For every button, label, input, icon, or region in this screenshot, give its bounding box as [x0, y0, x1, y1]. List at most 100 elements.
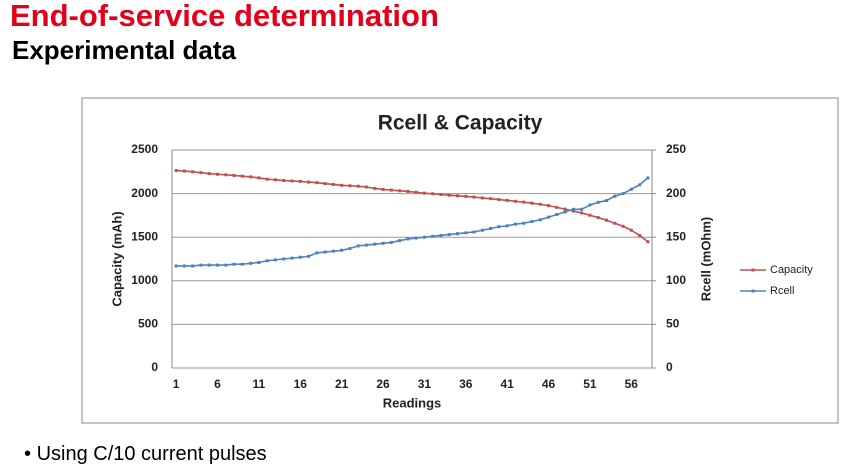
y2-tick-label: 100 — [666, 273, 686, 287]
legend-label: Rcell — [770, 285, 794, 297]
point — [364, 185, 368, 189]
point — [588, 203, 592, 207]
point — [489, 197, 493, 201]
x-tick-label: 46 — [542, 377, 556, 391]
point — [224, 263, 228, 267]
series-line — [176, 177, 649, 267]
bullet: • Using C/10 current pulses — [24, 443, 267, 465]
slide-title: End-of-service determination — [10, 0, 439, 33]
point — [356, 184, 360, 188]
x-tick-label: 11 — [253, 377, 266, 391]
point — [224, 173, 228, 177]
point — [629, 187, 633, 191]
slide-subtitle: Experimental data — [12, 35, 236, 65]
x-tick-label: 51 — [583, 377, 597, 391]
point — [638, 233, 642, 237]
point — [555, 205, 559, 209]
chart-title: Rcell & Capacity — [378, 112, 543, 135]
bullet-text: Using C/10 current pulses — [36, 443, 267, 465]
point — [439, 192, 443, 196]
point — [398, 189, 402, 193]
point — [563, 207, 567, 211]
point — [497, 198, 501, 202]
point — [389, 240, 393, 244]
point — [381, 241, 385, 245]
point — [571, 209, 575, 213]
point — [323, 250, 327, 254]
point — [381, 187, 385, 191]
point — [431, 192, 435, 196]
x-tick-label: 21 — [335, 377, 349, 391]
point — [646, 240, 650, 244]
y-axis-title: Capacity (mAh) — [109, 211, 124, 306]
point — [472, 230, 476, 234]
point — [174, 168, 178, 172]
point — [505, 224, 509, 228]
point — [216, 263, 220, 267]
point — [406, 237, 410, 241]
point — [456, 232, 460, 236]
x-tick-label: 31 — [418, 377, 432, 391]
point — [538, 218, 542, 222]
point — [257, 176, 261, 180]
point — [199, 263, 203, 267]
y-tick-label: 0 — [151, 360, 158, 374]
x-tick-label: 36 — [459, 377, 473, 391]
point — [456, 194, 460, 198]
y-tick-label: 500 — [138, 317, 158, 331]
point — [191, 170, 195, 174]
point — [273, 178, 277, 182]
point — [307, 254, 311, 258]
point — [216, 172, 220, 176]
point — [580, 207, 584, 211]
point — [199, 171, 203, 175]
point — [505, 198, 509, 202]
point — [522, 221, 526, 225]
point — [298, 255, 302, 259]
point — [182, 264, 186, 268]
point — [621, 224, 625, 228]
point — [182, 169, 186, 173]
point — [249, 175, 253, 179]
point — [489, 226, 493, 230]
point — [398, 239, 402, 243]
point — [580, 211, 584, 215]
point — [472, 195, 476, 199]
point — [431, 234, 435, 238]
point — [538, 202, 542, 206]
y2-tick-label: 50 — [666, 317, 680, 331]
point — [447, 233, 451, 237]
point — [207, 172, 211, 176]
point — [422, 191, 426, 195]
point — [356, 244, 360, 248]
point — [232, 262, 236, 266]
point — [604, 218, 608, 222]
point — [249, 261, 253, 265]
point — [513, 199, 517, 203]
point — [414, 236, 418, 240]
point — [447, 193, 451, 197]
point — [522, 200, 526, 204]
point — [273, 258, 277, 262]
point — [348, 184, 352, 188]
point — [282, 179, 286, 183]
point — [315, 251, 319, 255]
point — [439, 233, 443, 237]
point — [315, 181, 319, 185]
point — [604, 199, 608, 203]
point — [414, 190, 418, 194]
x-tick-label: 6 — [214, 377, 221, 391]
point — [348, 247, 352, 251]
point — [646, 176, 650, 180]
point — [240, 262, 244, 266]
x-tick-label: 41 — [500, 377, 514, 391]
chart-frame — [81, 97, 839, 424]
point — [389, 188, 393, 192]
legend-marker — [751, 289, 755, 293]
point — [232, 173, 236, 177]
point — [373, 186, 377, 190]
point — [563, 210, 567, 214]
point — [364, 243, 368, 247]
legend-marker — [751, 268, 755, 272]
